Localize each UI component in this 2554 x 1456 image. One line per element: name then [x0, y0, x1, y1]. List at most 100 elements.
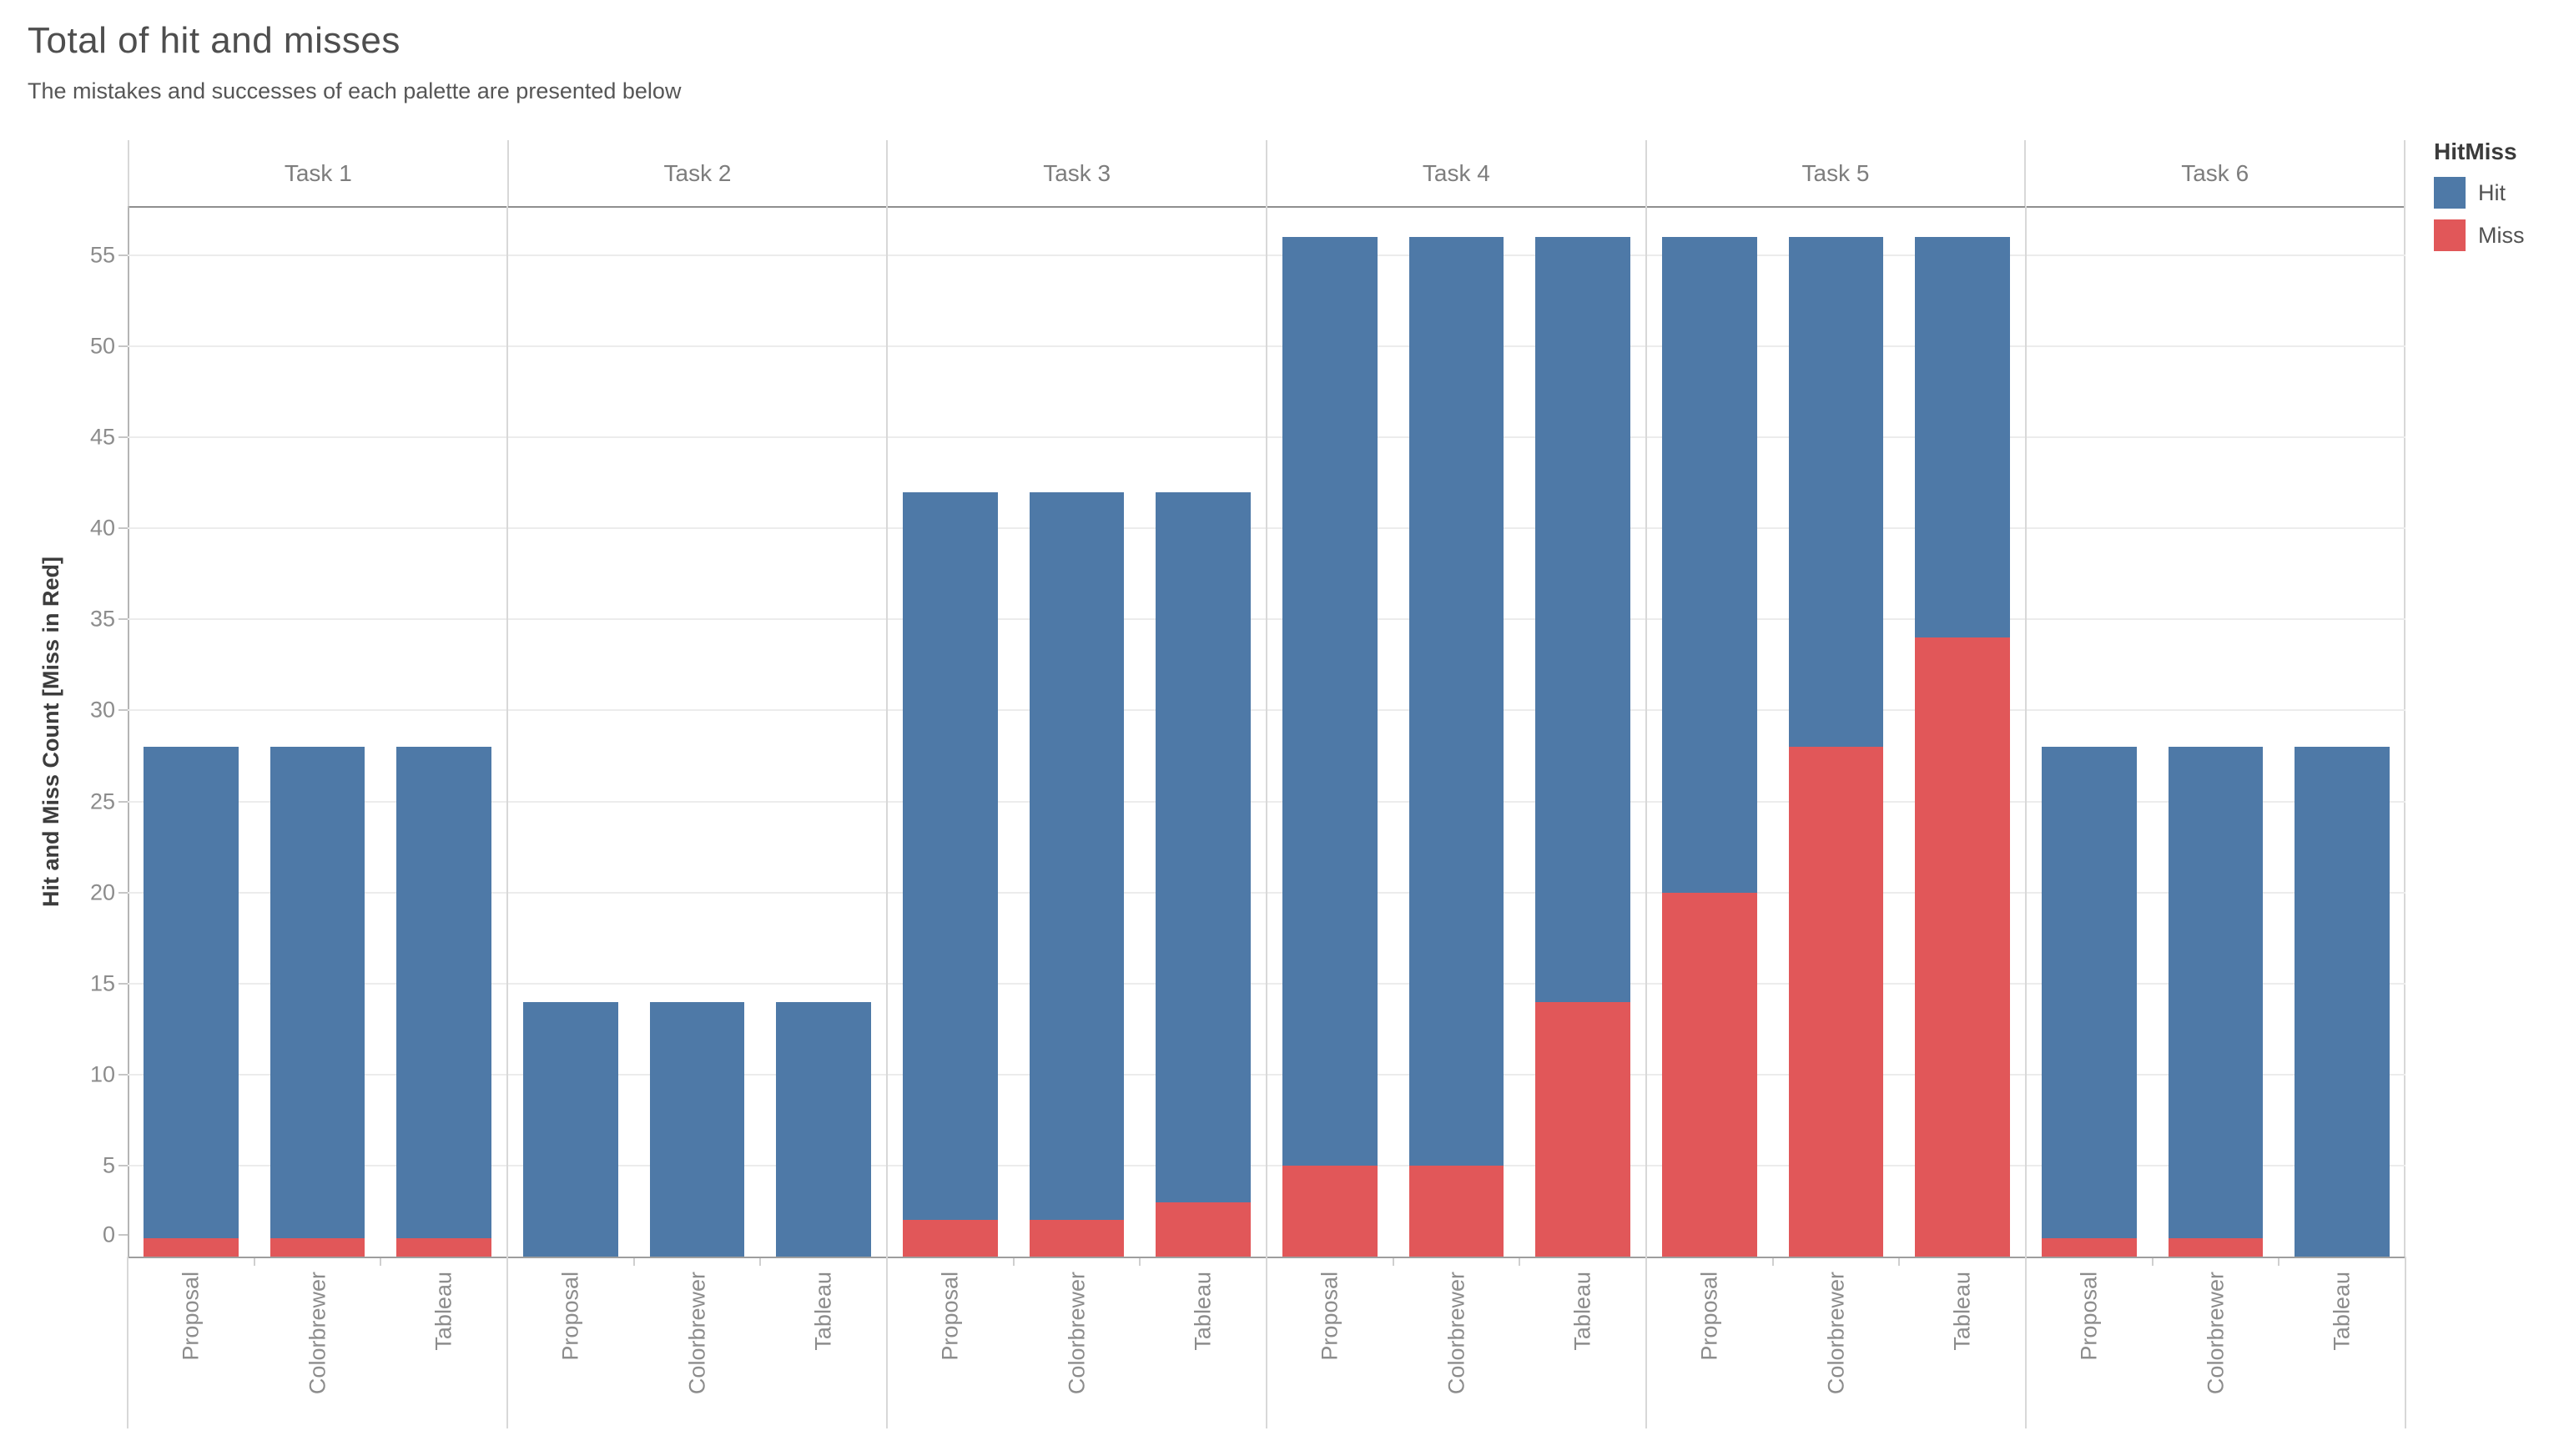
- bar-miss-task4-colorbrewer[interactable]: [1408, 1165, 1504, 1257]
- legend-swatch-hit-icon: [2434, 177, 2466, 209]
- y-tick-label-0: 0: [102, 1222, 115, 1247]
- category-boundary-tick: [1898, 1258, 1901, 1266]
- category-label-tableau-task-1: Tableau: [431, 1272, 456, 1351]
- y-tick-mark-30: [118, 709, 128, 712]
- label-area-separator: [1266, 1257, 1267, 1428]
- bar-hit-task2-proposal[interactable]: [523, 1001, 618, 1257]
- bar-miss-task6-proposal[interactable]: [2042, 1238, 2137, 1257]
- bar-hit-task4-tableau[interactable]: [1535, 237, 1630, 1002]
- category-label-colorbrewer-task-4: Colorbrewer: [1443, 1272, 1468, 1395]
- bar-miss-task1-proposal[interactable]: [144, 1238, 239, 1257]
- label-area-separator: [1645, 1257, 1647, 1428]
- legend-items: Hit Miss: [2434, 177, 2551, 251]
- category-label-proposal-task-2: Proposal: [557, 1272, 583, 1361]
- y-tick-label-50: 50: [89, 333, 115, 359]
- y-tick-mark-35: [118, 618, 128, 621]
- y-tick-mark-50: [118, 345, 128, 347]
- category-boundary-tick: [1012, 1258, 1015, 1266]
- category-label-colorbrewer-task-6: Colorbrewer: [2203, 1272, 2228, 1395]
- panel-separator: [886, 206, 888, 1257]
- category-label-colorbrewer-task-5: Colorbrewer: [1823, 1272, 1848, 1395]
- y-tick-label-25: 25: [89, 788, 115, 814]
- category-label-colorbrewer-task-2: Colorbrewer: [684, 1272, 709, 1395]
- bar-miss-task5-tableau[interactable]: [1915, 637, 2010, 1257]
- y-tick-mark-5: [118, 1164, 128, 1166]
- bar-hit-task1-proposal[interactable]: [144, 747, 239, 1239]
- y-tick-label-35: 35: [89, 606, 115, 632]
- category-boundary-tick: [1519, 1258, 1521, 1266]
- bar-miss-task6-colorbrewer[interactable]: [2168, 1238, 2264, 1257]
- bar-hit-task6-tableau[interactable]: [2295, 747, 2390, 1257]
- legend-item-label: Miss: [2478, 222, 2525, 248]
- bar-miss-task5-proposal[interactable]: [1662, 892, 1757, 1257]
- bar-hit-task5-colorbrewer[interactable]: [1788, 237, 1884, 748]
- plot-area: [128, 206, 2405, 1258]
- facet-header-task-5: Task 5: [1645, 140, 2025, 206]
- y-tick-label-5: 5: [102, 1152, 115, 1178]
- bar-miss-task1-colorbrewer[interactable]: [270, 1238, 365, 1257]
- y-tick-mark-20: [118, 891, 128, 894]
- bar-hit-task5-proposal[interactable]: [1662, 237, 1757, 893]
- category-label-tableau-task-3: Tableau: [1190, 1272, 1216, 1351]
- y-tick-label-20: 20: [89, 879, 115, 905]
- bar-miss-task1-tableau[interactable]: [396, 1238, 491, 1257]
- category-boundary-tick: [632, 1258, 635, 1266]
- category-label-proposal-task-3: Proposal: [937, 1272, 963, 1361]
- legend-item-hit[interactable]: Hit: [2434, 177, 2551, 209]
- bar-hit-task1-colorbrewer[interactable]: [270, 747, 365, 1239]
- legend-title: HitMiss: [2434, 139, 2517, 164]
- bar-hit-task3-proposal[interactable]: [903, 491, 998, 1221]
- bar-hit-task2-colorbrewer[interactable]: [649, 1001, 745, 1257]
- bar-hit-task2-tableau[interactable]: [776, 1001, 871, 1257]
- bar-miss-task3-tableau[interactable]: [1156, 1202, 1251, 1257]
- plot-right-border: [2404, 206, 2405, 1257]
- facet-header-band: Task 1 Task 2 Task 3 Task 4 Task 5 Task 6: [128, 140, 2406, 208]
- y-tick-mark-10: [118, 1073, 128, 1076]
- bar-hit-task1-tableau[interactable]: [396, 747, 491, 1239]
- category-label-proposal-task-1: Proposal: [178, 1272, 204, 1361]
- bar-hit-task3-tableau[interactable]: [1156, 491, 1251, 1202]
- y-tick-mark-45: [118, 436, 128, 439]
- y-tick-label-10: 10: [89, 1061, 115, 1087]
- bar-hit-task6-proposal[interactable]: [2042, 747, 2137, 1239]
- label-area-separator: [127, 1257, 128, 1428]
- bar-hit-task3-colorbrewer[interactable]: [1029, 491, 1125, 1221]
- category-boundary-tick: [2151, 1258, 2154, 1266]
- bar-miss-task4-proposal[interactable]: [1282, 1165, 1378, 1257]
- facet-header-task-1: Task 1: [128, 140, 507, 206]
- facet-header-task-4: Task 4: [1266, 140, 1645, 206]
- category-boundary-tick: [253, 1258, 255, 1266]
- y-tick-label-45: 45: [89, 424, 115, 450]
- bar-hit-task5-tableau[interactable]: [1915, 237, 2010, 638]
- category-boundary-tick: [1139, 1258, 1141, 1266]
- y-tick-label-30: 30: [89, 697, 115, 723]
- panel-separator: [506, 206, 508, 1257]
- legend: HitMiss Hit Miss: [2434, 139, 2551, 262]
- bar-miss-task3-proposal[interactable]: [903, 1220, 998, 1257]
- bar-miss-task5-colorbrewer[interactable]: [1788, 747, 1884, 1257]
- category-label-tableau-task-4: Tableau: [1569, 1272, 1595, 1351]
- bar-hit-task6-colorbrewer[interactable]: [2168, 747, 2264, 1239]
- y-tick-label-55: 55: [89, 242, 115, 268]
- y-tick-mark-25: [118, 800, 128, 803]
- facet-header-task-6: Task 6: [2024, 140, 2406, 206]
- y-tick-mark-40: [118, 527, 128, 530]
- category-label-colorbrewer-task-3: Colorbrewer: [1064, 1272, 1089, 1395]
- category-label-colorbrewer-task-1: Colorbrewer: [305, 1272, 330, 1395]
- legend-swatch-miss-icon: [2434, 219, 2466, 251]
- y-tick-mark-55: [118, 254, 128, 256]
- y-axis-line: [128, 206, 129, 1257]
- bar-hit-task4-proposal[interactable]: [1282, 237, 1378, 1166]
- label-area-separator: [886, 1257, 888, 1428]
- label-area-separator: [2025, 1257, 2027, 1428]
- bar-miss-task3-colorbrewer[interactable]: [1029, 1220, 1125, 1257]
- legend-item-miss[interactable]: Miss: [2434, 219, 2551, 251]
- category-label-proposal-task-4: Proposal: [1317, 1272, 1342, 1361]
- category-boundary-tick: [759, 1258, 762, 1266]
- bar-miss-task4-tableau[interactable]: [1535, 1001, 1630, 1257]
- bar-hit-task4-colorbrewer[interactable]: [1408, 237, 1504, 1166]
- y-tick-label-40: 40: [89, 515, 115, 541]
- chart-subtitle: The mistakes and successes of each palet…: [28, 78, 682, 103]
- y-tick-label-15: 15: [89, 970, 115, 996]
